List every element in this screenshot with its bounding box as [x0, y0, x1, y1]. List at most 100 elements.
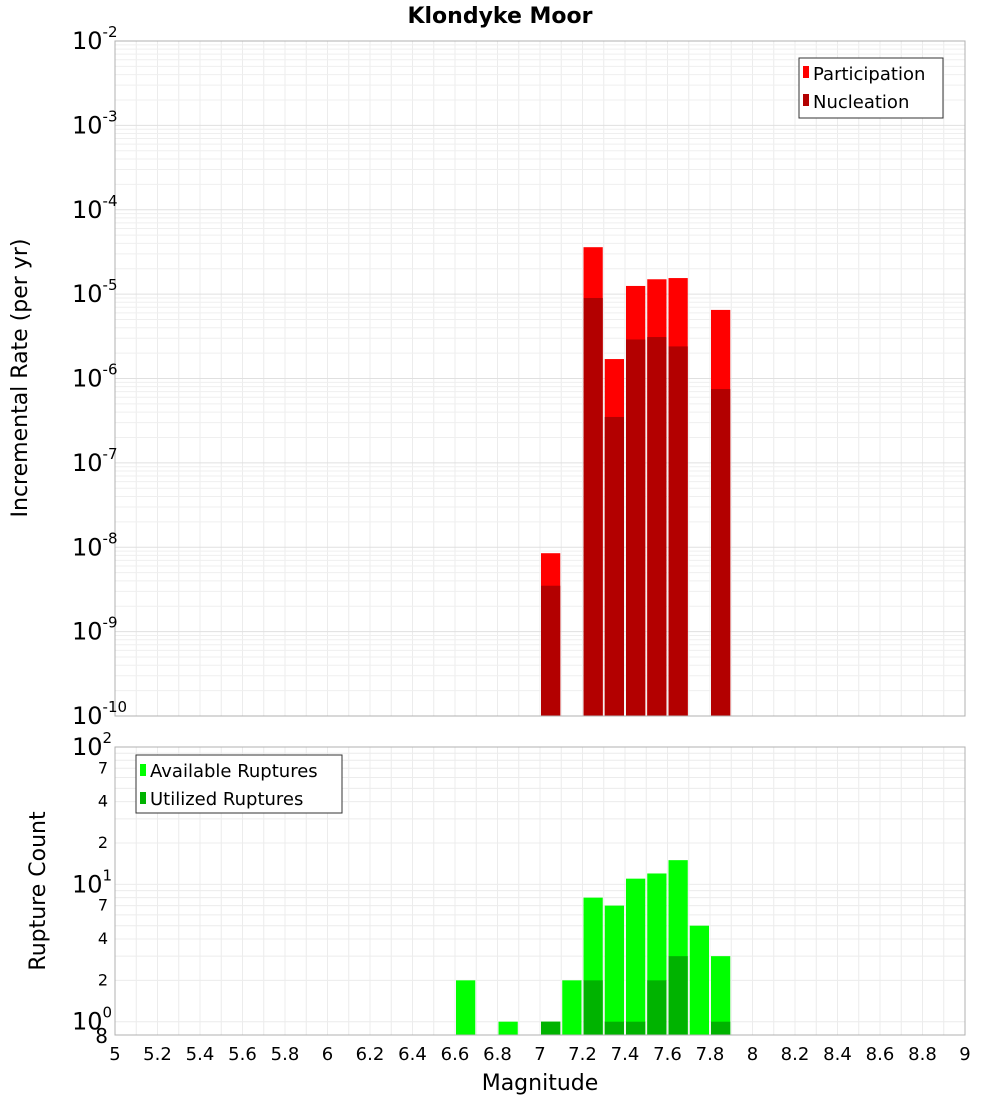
x-tick-label: 6: [322, 1044, 333, 1065]
tick-exponent: -10: [103, 698, 128, 716]
bar-nucleation: [668, 346, 688, 716]
top-y-axis-label: Incremental Rate (per yr): [8, 239, 33, 518]
bar-utilized-ruptures: [626, 1021, 646, 1035]
tick-exponent: 0: [103, 1004, 113, 1022]
tick-exponent: -3: [103, 107, 118, 125]
bottom-y-tick-label: 102: [72, 729, 112, 761]
bar-utilized-ruptures: [668, 956, 688, 1035]
tick-exponent: -9: [103, 614, 118, 632]
top-plot-frame: [114, 40, 966, 717]
bottom-y-minor-tick-label: 2: [98, 833, 108, 852]
bottom-y-tick-label: 100: [72, 1004, 112, 1036]
bottom-y-tick-label: 101: [72, 866, 112, 898]
bottom-y-minor-tick-label: 4: [98, 792, 108, 811]
tick-base: 10: [72, 533, 103, 561]
tick-base: 10: [72, 618, 103, 646]
tick-exponent: -4: [103, 192, 118, 210]
bar-utilized-ruptures: [541, 1021, 561, 1035]
x-tick-label: 7.2: [568, 1044, 597, 1065]
tick-base: 10: [72, 196, 103, 224]
bar-nucleation: [541, 585, 561, 716]
x-tick-label: 8.2: [781, 1044, 810, 1065]
bar-nucleation: [583, 297, 603, 716]
x-tick-label: 5.2: [143, 1044, 172, 1065]
top-y-tick-label: 10-3: [72, 107, 118, 139]
bar-available-ruptures: [604, 905, 624, 1035]
top-y-tick-label: 10-2: [72, 23, 118, 55]
top-bars: [541, 247, 731, 716]
legend-swatch-nucleation: [803, 94, 809, 106]
bar-available-ruptures: [498, 1021, 518, 1035]
top-y-tick-label: 10-10: [72, 698, 127, 730]
bottom-y-minor-tick-label: 7: [98, 896, 108, 915]
bar-utilized-ruptures: [647, 980, 667, 1035]
legend-label-utilized: Utilized Ruptures: [150, 789, 303, 810]
tick-base: 10: [72, 733, 103, 761]
bar-available-ruptures: [562, 980, 582, 1035]
x-tick-label: 6.4: [398, 1044, 427, 1065]
legend-label-available: Available Ruptures: [150, 761, 318, 782]
tick-base: 10: [72, 702, 103, 730]
x-ticks: 5 5.2 5.4 5.6 5.8 6 6.2 6.4 6.6 6.8 7 7.2 7.4 7.6 7.8 8…: [109, 1044, 970, 1065]
chart-title: Klondyke Moor: [407, 4, 592, 29]
bar-available-ruptures: [626, 878, 646, 1035]
bottom-y-minor-tick-label: 7: [98, 758, 108, 777]
x-tick-label: 9: [959, 1044, 970, 1065]
top-y-tick-label: 10-4: [72, 192, 118, 224]
legend-swatch-participation: [803, 66, 809, 78]
tick-exponent: -5: [103, 276, 118, 294]
x-tick-label: 5: [109, 1044, 120, 1065]
x-tick-label: 8.6: [866, 1044, 895, 1065]
tick-base: 10: [72, 27, 103, 55]
x-tick-label: 8: [747, 1044, 758, 1065]
bottom-legend-box: [135, 754, 343, 814]
bottom-y-minor-tick-label: 8: [95, 1024, 108, 1048]
bottom-y-minor-tick-label: 2: [98, 970, 108, 989]
tick-exponent: -7: [103, 445, 118, 463]
top-y-tick-label: 10-8: [72, 529, 118, 561]
bottom-y-minor-tick-label: 4: [98, 929, 108, 948]
x-tick-label: 7: [534, 1044, 545, 1065]
x-tick-label: 5.8: [271, 1044, 300, 1065]
x-tick-label: 8.8: [908, 1044, 937, 1065]
bar-nucleation: [604, 416, 624, 716]
x-tick-label: 7.6: [653, 1044, 682, 1065]
x-tick-label: 8.4: [823, 1044, 852, 1065]
bottom-plot-frame: [114, 746, 966, 1036]
tick-base: 10: [72, 1008, 103, 1036]
top-y-tick-label: 10-6: [72, 361, 118, 393]
bottom-bars: [456, 860, 731, 1035]
top-y-ticks: 10-210-310-410-510-610-710-810-910-10: [72, 23, 127, 730]
tick-base: 10: [72, 111, 103, 139]
tick-exponent: 1: [103, 866, 113, 884]
legend-swatch-available: [140, 764, 146, 776]
x-tick-label: 5.4: [186, 1044, 215, 1065]
top-y-tick-label: 10-9: [72, 614, 118, 646]
bar-utilized-ruptures: [604, 1021, 624, 1035]
tick-exponent: -8: [103, 529, 118, 547]
bar-available-ruptures: [689, 925, 709, 1035]
x-tick-label: 6.2: [356, 1044, 385, 1065]
bar-nucleation: [711, 389, 731, 716]
x-tick-label: 7.8: [696, 1044, 725, 1065]
x-tick-label: 6.8: [483, 1044, 512, 1065]
tick-exponent: -6: [103, 361, 118, 379]
x-axis-label: Magnitude: [482, 1071, 599, 1096]
tick-base: 10: [72, 280, 103, 308]
legend-label-nucleation: Nucleation: [813, 92, 909, 113]
x-tick-label: 7.4: [611, 1044, 640, 1065]
bar-available-ruptures: [711, 956, 731, 1035]
x-tick-label: 5.6: [228, 1044, 257, 1065]
legend-label-participation: Participation: [813, 64, 925, 85]
tick-base: 10: [72, 449, 103, 477]
tick-exponent: -2: [103, 23, 118, 41]
bar-nucleation: [626, 339, 646, 716]
bar-utilized-ruptures: [583, 980, 603, 1035]
top-y-tick-label: 10-5: [72, 276, 118, 308]
top-grid: [114, 41, 966, 717]
bar-utilized-ruptures: [711, 1021, 731, 1035]
top-legend-box: [798, 57, 944, 119]
bottom-y-axis-label: Rupture Count: [26, 811, 51, 971]
